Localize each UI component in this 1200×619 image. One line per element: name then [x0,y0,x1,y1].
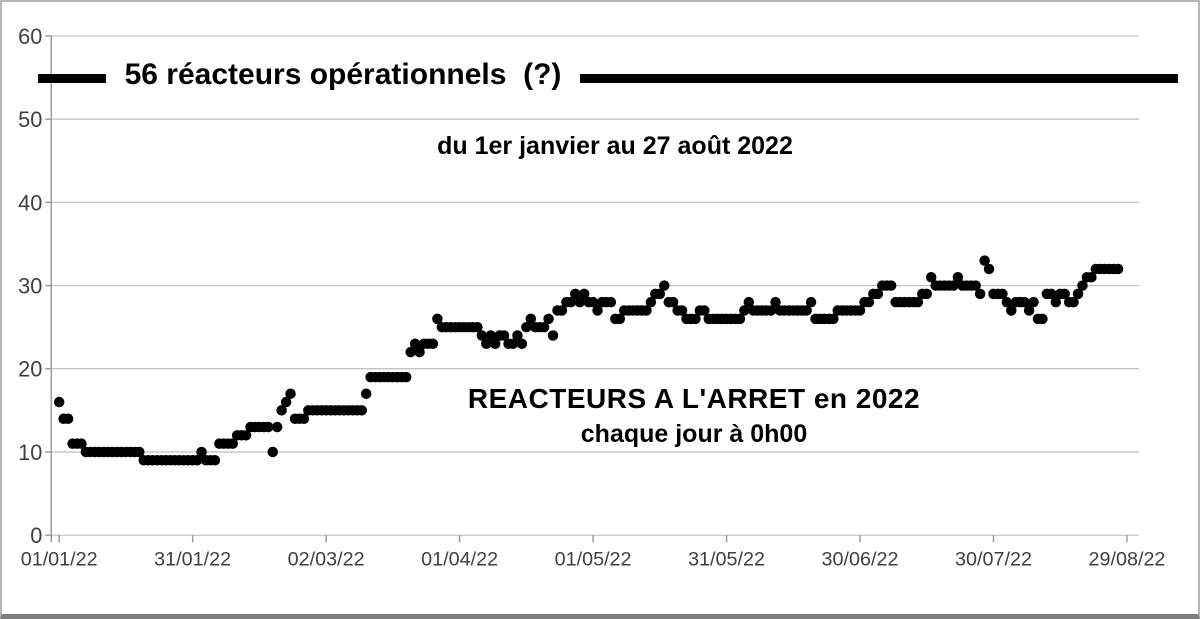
x-axis-ticks [58,535,1128,543]
svg-text:02/03/22: 02/03/22 [288,549,365,571]
svg-text:31/01/22: 31/01/22 [154,549,231,571]
svg-text:31/05/22: 31/05/22 [688,549,765,571]
svg-text:30/06/22: 30/06/22 [822,549,899,571]
svg-text:01/05/22: 01/05/22 [555,549,632,571]
svg-text:20: 20 [18,357,42,382]
y-axis [45,35,53,543]
svg-text:30: 30 [18,273,42,298]
svg-text:01/01/22: 01/01/22 [21,549,98,571]
svg-text:01/04/22: 01/04/22 [421,549,498,571]
svg-text:40: 40 [18,190,42,215]
data-points [53,255,1124,466]
reference-line-left-segment [38,74,106,83]
svg-text:50: 50 [18,107,42,132]
svg-text:60: 60 [18,24,42,49]
y-tick-labels: 0 10 20 30 40 50 60 [18,24,42,548]
x-tick-labels: 01/01/22 31/01/22 02/03/22 01/04/22 01/05/22… [21,549,1166,571]
svg-text:29/08/22: 29/08/22 [1088,549,1165,571]
reference-line-right-segment [580,74,1178,83]
svg-text:0: 0 [30,523,42,548]
chart-subtitle: chaque jour à 0h00 [580,420,808,448]
svg-text:10: 10 [18,440,42,465]
operational-reactors-label: 56 réacteurs opérationnels (?) [124,58,562,91]
period-label: du 1er janvier au 27 août 2022 [437,132,793,160]
chart-title: REACTEURS A L'ARRET en 2022 [467,383,921,414]
gridlines [51,35,1139,536]
svg-text:30/07/22: 30/07/22 [955,549,1032,571]
